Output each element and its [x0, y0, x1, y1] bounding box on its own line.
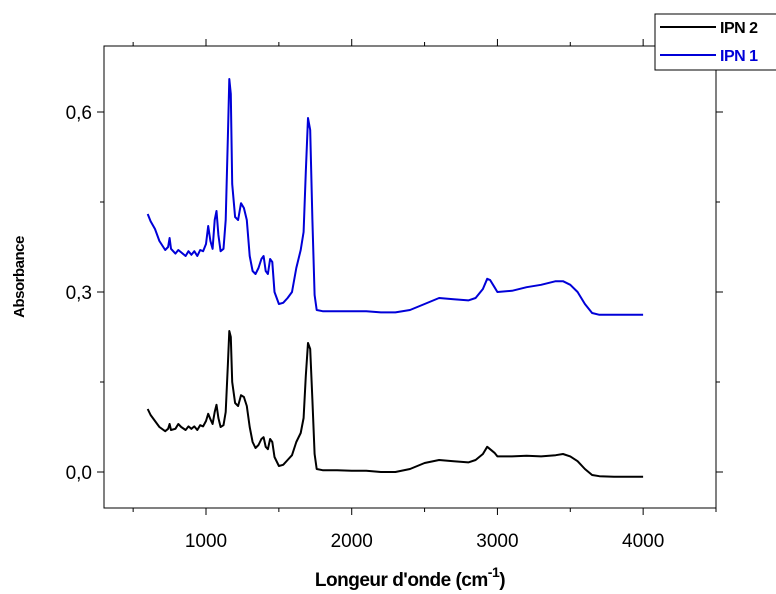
series-line-ipn-2: [146, 330, 644, 478]
x-axis-title-main: Longeur d'onde (cm: [315, 570, 488, 591]
y-tick-label: 0,3: [66, 283, 92, 304]
x-axis-title-superscript: -1: [488, 564, 500, 580]
plot-frame: [103, 45, 717, 509]
y-axis-title: Absorbance: [11, 236, 28, 318]
x-tick-label: 3000: [476, 531, 518, 552]
x-axis-title-close: ): [499, 570, 505, 591]
x-axis-title: Longeur d'onde (cm-1): [315, 564, 505, 591]
legend-label-ipn-2: IPN 2: [720, 20, 758, 37]
x-tick-label: 4000: [622, 531, 664, 552]
x-tick-label: 1000: [185, 531, 227, 552]
y-tick-label: 0,0: [66, 463, 92, 484]
legend: IPN 2 IPN 1: [654, 13, 776, 71]
series-layer: [146, 78, 644, 478]
legend-label-ipn-1: IPN 1: [720, 48, 758, 65]
x-tick-label: 2000: [331, 531, 373, 552]
y-tick-label: 0,6: [66, 103, 92, 124]
series-line-ipn-1: [146, 78, 644, 316]
legend-box: [654, 13, 776, 71]
tick-layer: 1000 2000 3000 4000 0,0 0,3 0,6: [66, 39, 723, 552]
